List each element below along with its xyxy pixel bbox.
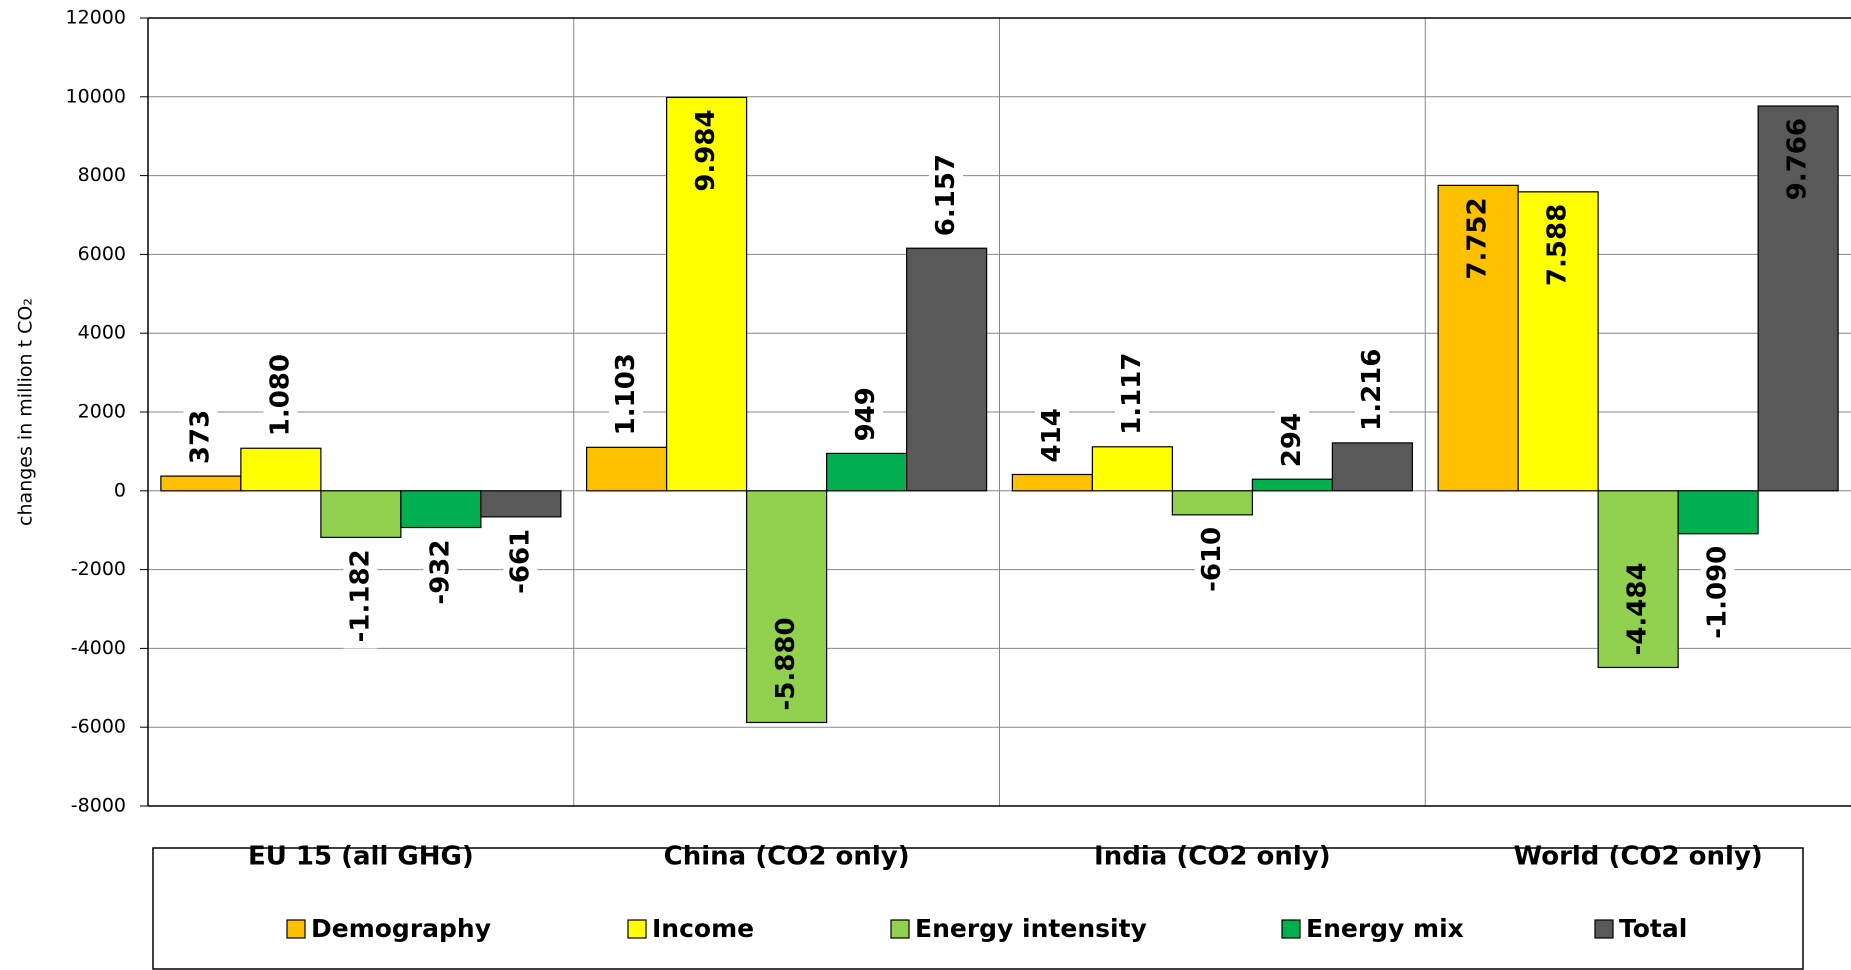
bar — [400, 490, 482, 529]
y-tick-label: -2000 — [71, 558, 126, 580]
x-tick-label: World (CO2 only) — [1513, 842, 1762, 872]
label-bg — [503, 522, 538, 600]
label-bg — [1034, 402, 1069, 469]
label-bg — [183, 403, 218, 471]
data-label: -932 — [425, 540, 455, 605]
data-label: 1.216 — [1357, 349, 1387, 431]
bar — [826, 452, 908, 492]
y-tick-label: -4000 — [71, 637, 126, 659]
label-bg — [1114, 346, 1149, 441]
y-tick-label: 8000 — [78, 164, 126, 186]
bar — [480, 490, 562, 518]
label-bg — [423, 533, 458, 611]
bar — [160, 475, 242, 492]
legend-swatch — [1281, 919, 1301, 939]
bar — [320, 490, 402, 538]
data-label: -1.182 — [345, 549, 375, 642]
legend-label: Total — [1619, 914, 1687, 943]
label-bg — [1274, 406, 1309, 474]
data-label: 9.984 — [691, 109, 721, 191]
bar — [240, 447, 322, 492]
label-bg — [609, 347, 644, 442]
x-tick-label: India (CO2 only) — [1094, 842, 1331, 872]
data-label: -1.090 — [1703, 546, 1733, 639]
bar — [1091, 446, 1173, 492]
data-label: 949 — [851, 387, 881, 441]
y-tick-label: 10000 — [66, 85, 126, 107]
data-label: 414 — [1037, 408, 1067, 462]
legend-swatch — [890, 919, 910, 939]
data-label: 1.103 — [611, 353, 641, 435]
data-label: 294 — [1277, 413, 1307, 467]
bar — [1011, 473, 1093, 492]
bar — [1171, 490, 1253, 516]
legend-label: Demography — [311, 914, 491, 943]
label-bg — [343, 543, 378, 649]
bar — [586, 446, 668, 492]
label-bg — [929, 147, 964, 243]
data-label: 373 — [185, 410, 215, 464]
legend-swatch — [286, 919, 306, 939]
legend-label: Energy intensity — [915, 914, 1147, 943]
y-tick-label: 4000 — [78, 322, 126, 344]
bar — [1757, 105, 1839, 492]
legend-swatch — [627, 919, 647, 939]
bar — [1251, 478, 1333, 492]
y-axis-label: changes in million t CO₂ — [15, 298, 37, 526]
data-label: 6.157 — [931, 154, 961, 236]
x-tick-label: China (CO2 only) — [664, 842, 910, 872]
bar — [746, 490, 828, 724]
bar — [906, 247, 988, 492]
data-label: 7.588 — [1543, 204, 1573, 286]
label-bg — [1194, 520, 1229, 598]
bar — [1677, 490, 1759, 535]
y-tick-label: -6000 — [71, 716, 126, 738]
y-tick-label: -8000 — [71, 795, 126, 817]
data-label: -5.880 — [771, 617, 801, 710]
legend-box — [152, 847, 1804, 970]
data-label: 1.080 — [265, 354, 295, 436]
y-tick-label: 12000 — [66, 7, 126, 29]
y-tick-label: 0 — [114, 479, 126, 501]
bar — [666, 96, 748, 492]
data-label: 1.117 — [1117, 353, 1147, 435]
bar — [1597, 490, 1679, 669]
data-label: -610 — [1197, 527, 1227, 592]
legend-label: Energy mix — [1306, 914, 1464, 943]
data-label: -661 — [505, 529, 535, 594]
bar — [1517, 191, 1599, 492]
x-tick-label: EU 15 (all GHG) — [248, 842, 474, 872]
y-tick-label: 2000 — [78, 401, 126, 423]
data-label: 7.752 — [1463, 197, 1493, 279]
label-bg — [1354, 342, 1389, 437]
data-label: 9.766 — [1783, 118, 1813, 200]
label-bg — [849, 381, 884, 448]
bar — [1331, 442, 1413, 492]
data-label: -4.484 — [1623, 562, 1653, 655]
legend-swatch — [1594, 919, 1614, 939]
y-tick-label: 6000 — [78, 243, 126, 265]
label-bg — [263, 347, 298, 443]
legend-label: Income — [652, 914, 754, 943]
label-bg — [1700, 539, 1735, 645]
